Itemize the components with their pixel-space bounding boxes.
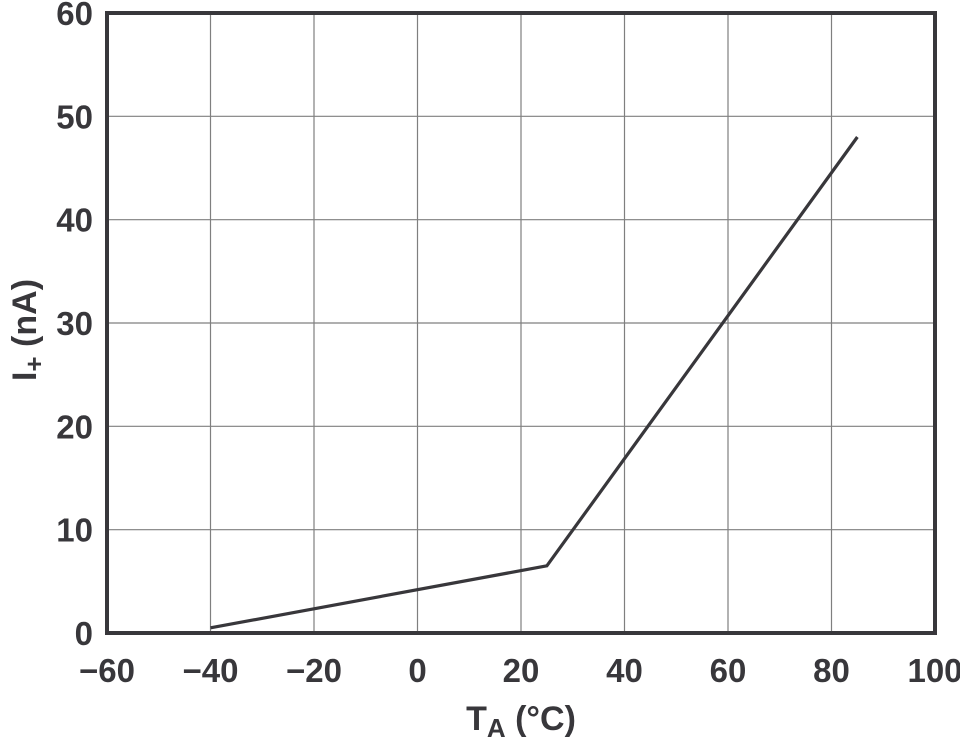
x-tick-label: 0 [408,652,426,689]
plot-frame [105,11,937,635]
x-tick-label: 20 [503,652,540,689]
x-tick-label: 40 [606,652,643,689]
y-tick-label: 30 [56,305,93,342]
x-tick-label: 80 [813,652,850,689]
y-tick-label: 0 [75,615,93,652]
x-tick-label: 100 [907,652,960,689]
x-tick-label: −20 [286,652,342,689]
x-tick-label: −40 [183,652,239,689]
x-tick-label: −60 [79,652,135,689]
y-tick-label: 50 [56,98,93,135]
x-axis-title: TA (°C) [466,700,576,743]
y-tick-label: 40 [56,202,93,239]
data-line [210,136,859,630]
x-tick-label: 60 [710,652,747,689]
y-tick-label: 60 [56,0,93,32]
y-axis-title: I+ (nA) [6,279,49,381]
y-tick-label: 10 [56,512,93,549]
y-tick-label: 20 [56,408,93,445]
